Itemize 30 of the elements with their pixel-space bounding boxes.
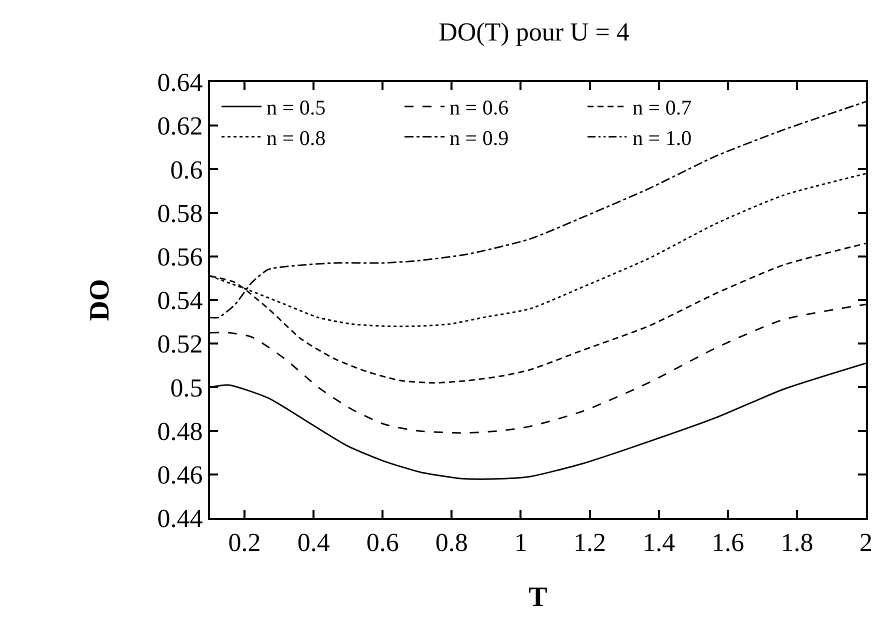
y-tick-label: 0.54 <box>157 286 203 316</box>
x-tick-label: 0.4 <box>297 528 330 558</box>
y-tick-label: 0.64 <box>157 68 203 98</box>
legend-label: n = 0.8 <box>266 126 326 150</box>
y-tick-label: 0.52 <box>157 330 203 359</box>
y-tick-label: 0.62 <box>157 112 203 141</box>
x-tick-label: 1 <box>514 528 528 558</box>
x-axis-title: T <box>528 582 548 613</box>
legend-label: n = 0.7 <box>632 96 692 120</box>
y-axis-title: DO <box>84 279 116 321</box>
legend-label: n = 0.5 <box>266 96 326 120</box>
legend-label: n = 0.6 <box>450 96 509 120</box>
legend-label: n = 0.9 <box>450 126 509 150</box>
y-tick-label: 0.5 <box>170 373 203 402</box>
y-tick-label: 0.58 <box>157 198 203 228</box>
x-tick-label: 0.2 <box>228 528 261 558</box>
x-tick-label: 0.8 <box>435 528 468 558</box>
y-tick-label: 0.46 <box>157 460 203 490</box>
y-tick-label: 0.48 <box>157 416 203 446</box>
y-tick-label: 0.6 <box>170 155 203 184</box>
x-tick-label: 0.6 <box>366 528 399 558</box>
x-tick-label: 1.4 <box>642 528 676 558</box>
x-tick-label: 1.8 <box>780 528 814 558</box>
chart-title: DO(T) pour U = 4 <box>438 17 630 46</box>
x-tick-label: 2 <box>860 528 872 558</box>
x-tick-label: 1.2 <box>574 528 606 558</box>
legend-label: n = 1.0 <box>632 126 692 150</box>
y-tick-label: 0.44 <box>157 504 203 534</box>
y-tick-label: 0.56 <box>157 242 203 272</box>
x-tick-label: 1.6 <box>712 528 744 558</box>
